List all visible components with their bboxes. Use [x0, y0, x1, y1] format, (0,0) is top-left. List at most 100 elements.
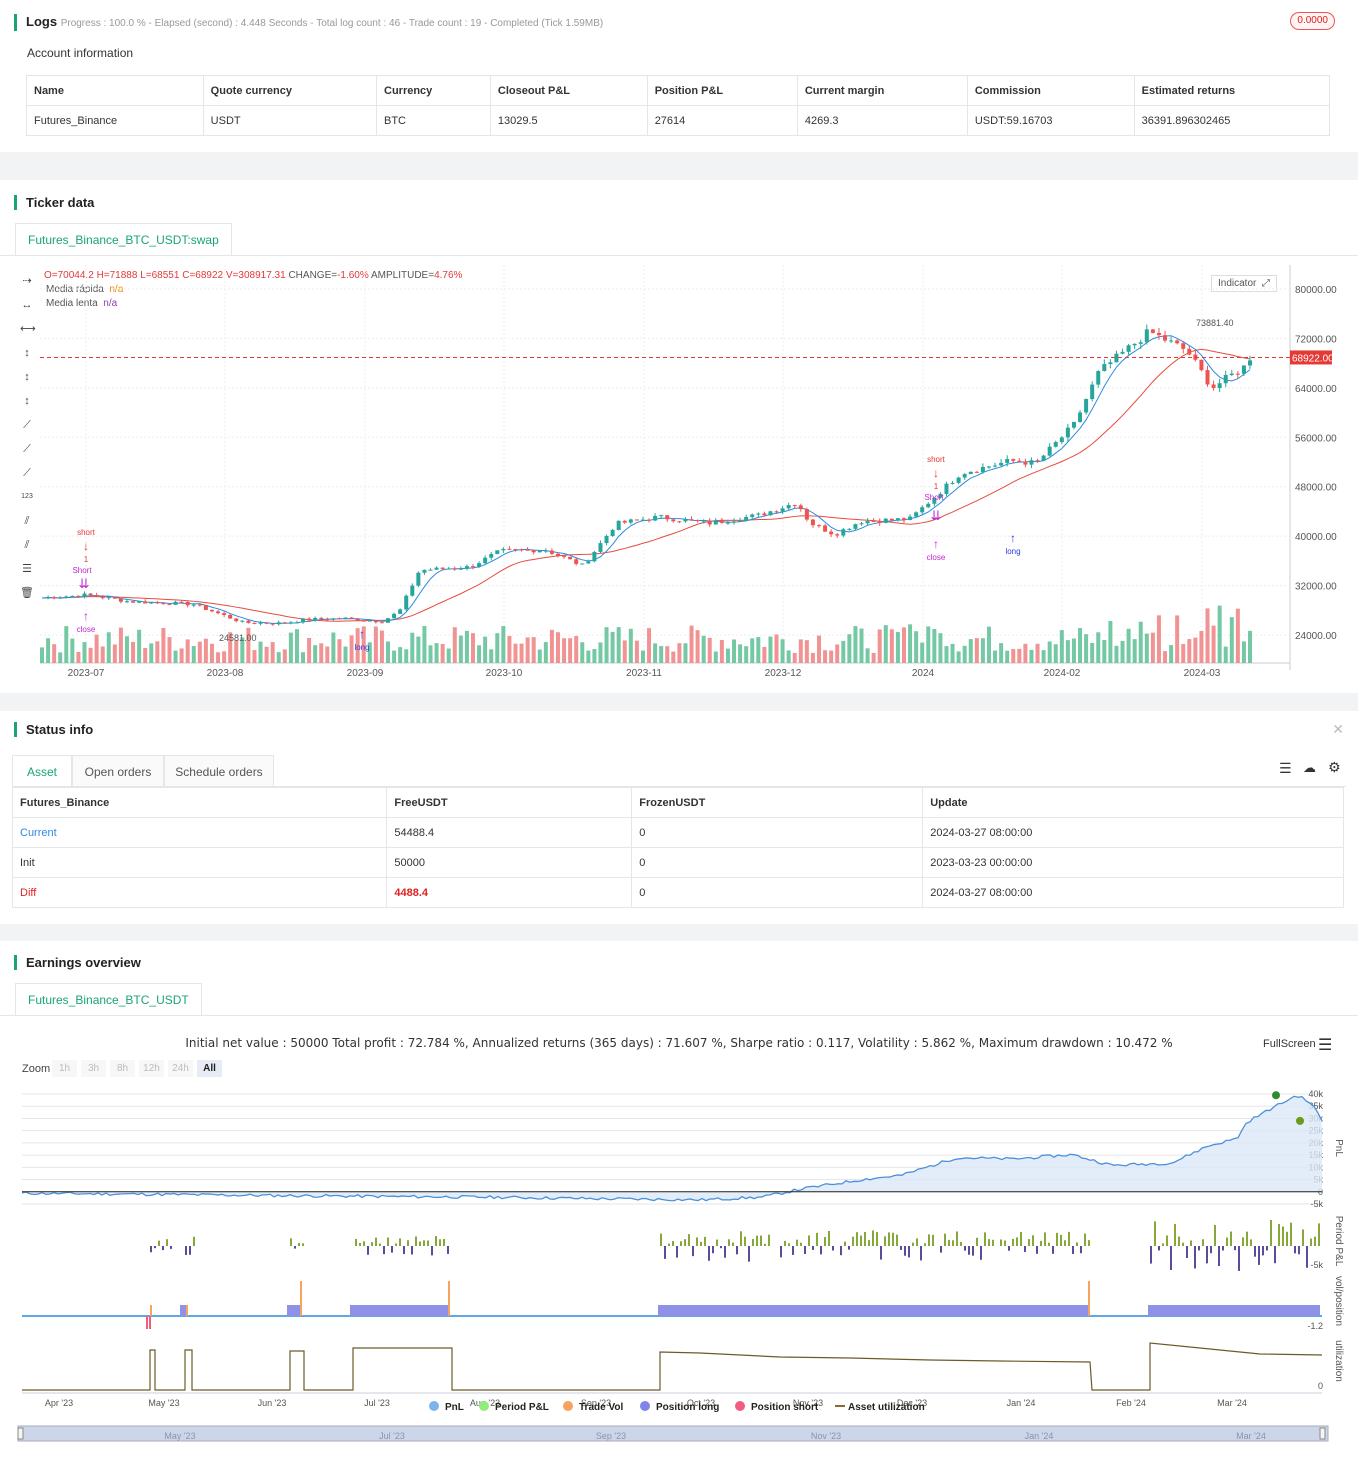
- volume-bar: [555, 632, 560, 663]
- trend-line-tool-icon[interactable]: ⟋: [23, 419, 31, 431]
- fibonacci-tool-icon[interactable]: ⫽: [24, 539, 30, 551]
- tab-schedule-orders[interactable]: Schedule orders: [164, 755, 274, 787]
- navigator-tick-label: Sep '23: [596, 1431, 626, 1441]
- candle-body: [604, 535, 609, 544]
- zoom-3h-button[interactable]: 3h: [81, 1060, 106, 1077]
- volume-bar: [197, 641, 202, 663]
- volume-bar: [829, 650, 834, 663]
- candle-body: [149, 602, 154, 604]
- volume-bar: [64, 626, 69, 663]
- fib-levels-tool-icon[interactable]: ☰: [22, 563, 32, 575]
- ohlc-readout: O=70044.2 H=71888 L=68551 C=68922 V=3089…: [44, 270, 463, 281]
- period-pnl-bar: [1318, 1223, 1320, 1246]
- status-title: Status info: [14, 722, 93, 737]
- zoom-1h-button[interactable]: 1h: [52, 1060, 77, 1077]
- short-marker-label: short: [77, 528, 96, 537]
- zoom-All-button[interactable]: All: [197, 1060, 222, 1077]
- legend-label: Position short: [751, 1402, 819, 1413]
- period-pnl-bar: [294, 1246, 296, 1249]
- fullscreen-button[interactable]: FullScreen: [1263, 1038, 1316, 1050]
- tab-ticker-symbol[interactable]: Futures_Binance_BTC_USDT:swap: [15, 223, 232, 255]
- tab-earnings-symbol[interactable]: Futures_Binance_BTC_USDT: [15, 983, 202, 1015]
- period-pnl-bar: [704, 1236, 706, 1246]
- candle-body: [634, 519, 639, 521]
- horizontal-ray-tool-icon[interactable]: ⟷: [20, 323, 36, 335]
- period-pnl-bar: [944, 1233, 946, 1246]
- earnings-chart[interactable]: 40k35k30k25k20k15k10k5k0-5k-5k-1.20PnLPe…: [0, 941, 1358, 1466]
- volume-bar: [895, 631, 900, 663]
- period-pnl-bar: [150, 1246, 152, 1253]
- candle-body: [756, 513, 761, 515]
- volume-bar: [628, 628, 633, 663]
- close-arrow-icon: ⇊: [931, 508, 942, 523]
- close-icon[interactable]: ✕: [1332, 721, 1344, 737]
- volume-bar: [70, 638, 75, 663]
- period-pnl-bar: [732, 1242, 734, 1246]
- candle-body: [914, 512, 919, 517]
- position-short-bar: [149, 1316, 151, 1329]
- horizontal-line-tool-icon[interactable]: ↔: [21, 299, 33, 311]
- price-label-tool-icon[interactable]: 123: [21, 493, 33, 500]
- candle-body: [829, 531, 834, 535]
- zoom-24h-button[interactable]: 24h: [168, 1060, 193, 1077]
- period-pnl-bar: [696, 1237, 698, 1246]
- volume-bar: [932, 628, 937, 663]
- candle-body: [100, 596, 105, 599]
- volume-bar: [622, 640, 627, 663]
- candle-body: [1156, 332, 1161, 336]
- period-pnl-bar: [427, 1240, 429, 1246]
- gear-icon[interactable]: ⚙: [1328, 759, 1341, 775]
- candle-body: [877, 521, 882, 523]
- table-cell: Futures_Binance: [26, 105, 204, 136]
- period-pnl-bar: [1016, 1237, 1018, 1246]
- volume-bar: [1078, 628, 1083, 663]
- volume-bar: [264, 646, 269, 663]
- tab-open-orders[interactable]: Open orders: [72, 755, 164, 787]
- indicator-button[interactable]: Indicator ⤢: [1211, 275, 1277, 292]
- long-marker-label: long: [354, 643, 369, 652]
- legend-swatch: [429, 1401, 439, 1411]
- menu-icon[interactable]: ☰: [1318, 1037, 1333, 1054]
- volume-bar: [835, 644, 840, 663]
- asset-table: Futures_Binance FreeUSDT FrozenUSDT Update …: [11, 787, 1344, 908]
- period-pnl-bar: [1170, 1246, 1172, 1271]
- extended-line-tool-icon[interactable]: ⟋: [23, 467, 31, 479]
- volume-bar: [616, 627, 621, 663]
- fast-ma-line: [41, 335, 1251, 624]
- volume-bar: [962, 645, 967, 663]
- volume-bar: [938, 633, 943, 663]
- volume-bar: [683, 643, 688, 663]
- list-icon[interactable]: ☰: [1279, 760, 1292, 776]
- ray-line-tool-icon[interactable]: ⟋: [23, 443, 31, 455]
- candle-body: [222, 613, 227, 615]
- period-pnl-bar: [956, 1231, 958, 1246]
- volume-bar: [495, 633, 500, 663]
- candle-body: [288, 622, 293, 624]
- candle-body: [118, 598, 123, 602]
- logs-badge[interactable]: 0.0000: [1290, 12, 1335, 30]
- candle-body: [574, 559, 579, 564]
- navigator-tick-label: Nov '23: [811, 1431, 841, 1441]
- vertical-segment-tool-icon[interactable]: ↕: [24, 371, 30, 383]
- volume-bar: [877, 629, 882, 663]
- volume-bar: [270, 642, 275, 663]
- cloud-download-icon[interactable]: ☁: [1303, 760, 1316, 775]
- position-long-bar: [350, 1305, 448, 1316]
- candle-body: [1090, 384, 1095, 400]
- volume-bar: [331, 632, 336, 663]
- parallel-channel-tool-icon[interactable]: ⫽: [24, 515, 30, 527]
- period-pnl-bar: [435, 1236, 437, 1246]
- crosshair-tool-icon[interactable]: ⇢: [22, 275, 32, 287]
- delete-drawings-icon[interactable]: 🗑: [20, 587, 34, 599]
- vertical-line-tool-icon[interactable]: ↕: [24, 347, 30, 359]
- candle-body: [1144, 329, 1149, 343]
- candlestick-chart[interactable]: 80000.00 72000.00 64000.00 56000.00 48000.00…: [0, 180, 1358, 693]
- vertical-ray-tool-icon[interactable]: ↕: [24, 395, 30, 407]
- tab-asset[interactable]: Asset: [12, 755, 72, 787]
- y-tick-label: 32000.00: [1295, 582, 1337, 593]
- zoom-12h-button[interactable]: 12h: [139, 1060, 164, 1077]
- candle-body: [398, 609, 403, 614]
- zoom-8h-button[interactable]: 8h: [110, 1060, 135, 1077]
- volume-bar: [1205, 608, 1210, 663]
- volume-bar: [659, 646, 664, 663]
